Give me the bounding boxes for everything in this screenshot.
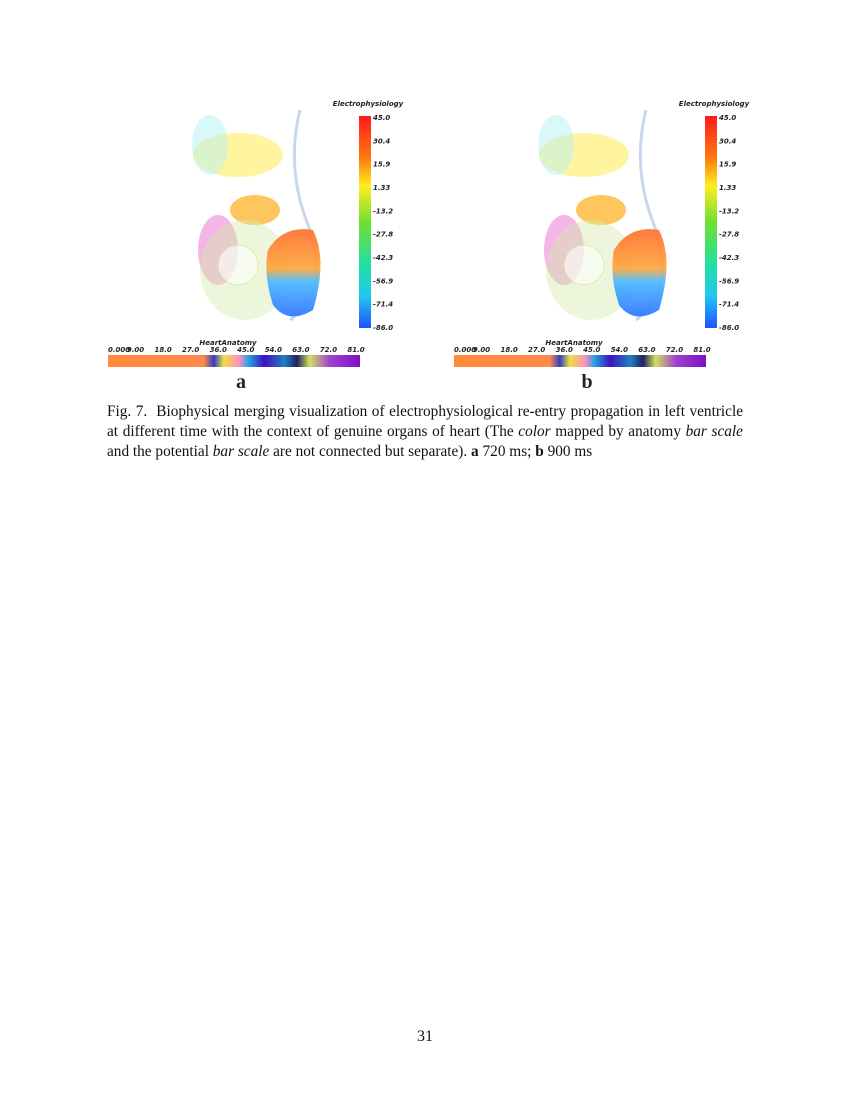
anatomy-tick-label: 18.0 xyxy=(154,346,171,354)
colorbar-tick-label: -86.0 xyxy=(373,324,393,332)
anatomy-tick-label: 9.00 xyxy=(127,346,144,354)
heart-shape xyxy=(563,244,605,286)
heart-shape xyxy=(612,229,667,317)
anatomy-tick-label: 45.0 xyxy=(583,346,600,354)
anatomy-tick-label: 54.0 xyxy=(265,346,282,354)
caption-text: bar scale xyxy=(212,443,270,460)
colorbar-tick-label: -42.3 xyxy=(719,254,739,262)
anatomy-tick-label: 72.0 xyxy=(320,346,337,354)
anatomy-tick-label: 81.0 xyxy=(693,346,710,354)
page-number: 31 xyxy=(417,1028,433,1045)
anatomy-tick-label: 36.0 xyxy=(210,346,227,354)
colorbar-tick-label: 15.9 xyxy=(719,161,736,169)
colorbar-tick-label: 1.33 xyxy=(373,184,390,192)
anatomy-tick-label: 0.000 xyxy=(454,346,476,354)
colorbar-tick-label: -27.8 xyxy=(373,231,393,239)
colorbar-tick-label: 1.33 xyxy=(719,184,736,192)
caption-text: are not connected but separate). xyxy=(269,443,472,460)
colorbar-tick-label: 30.4 xyxy=(719,137,736,145)
heart-shape xyxy=(576,195,626,225)
caption-text: 900 ms xyxy=(543,443,593,460)
anatomy-tick-label: 18.0 xyxy=(500,346,517,354)
colorbar-tick-label: -56.9 xyxy=(719,277,739,285)
anatomy-title: HeartAnatomy xyxy=(545,339,603,347)
caption-text: mapped by anatomy xyxy=(550,423,686,440)
colorbar-tick-label: -13.2 xyxy=(719,207,739,215)
colorbar-tick-label: -27.8 xyxy=(719,231,739,239)
panel: Electrophysiology 45.0 30.4 15.9 1.33 -13.2 -2… xyxy=(108,100,404,393)
heart-shape xyxy=(538,115,574,175)
heart-shape xyxy=(217,244,259,286)
anatomy-tick-label: 63.0 xyxy=(638,346,655,354)
anatomy-tick-label: 36.0 xyxy=(556,346,573,354)
colorbar-tick-label: -42.3 xyxy=(373,254,393,262)
panel-label: a xyxy=(236,371,246,393)
heart-shape xyxy=(539,133,629,177)
anatomy-tick-label: 9.00 xyxy=(473,346,490,354)
caption-text: bar scale xyxy=(685,423,743,440)
colorbar-tick-label: -71.4 xyxy=(719,301,739,309)
colorbar-title: Electrophysiology xyxy=(679,100,750,108)
anatomy-tick-label: 63.0 xyxy=(292,346,309,354)
colorbar-tick-label: -13.2 xyxy=(373,207,393,215)
colorbar-tick-label: 45.0 xyxy=(719,114,736,122)
caption-text: a xyxy=(471,443,479,460)
heart-shape xyxy=(192,115,228,175)
colorbar-tick-label: 45.0 xyxy=(373,114,390,122)
heart-render xyxy=(538,109,667,322)
caption-text: and the potential xyxy=(107,423,747,460)
anatomy-title: HeartAnatomy xyxy=(199,339,257,347)
caption-text: 720 ms; xyxy=(478,443,536,460)
heart-shape xyxy=(230,195,280,225)
colorbar-tick-label: 30.4 xyxy=(373,137,390,145)
colorbar xyxy=(705,116,717,328)
colorbar-tick-label: -86.0 xyxy=(719,324,739,332)
anatomy-tick-label: 81.0 xyxy=(347,346,364,354)
heart-shape xyxy=(266,229,321,317)
figure-caption: Fig. 7. Biophysical merging visualizatio… xyxy=(107,402,743,462)
anatomy-tick-label: 0.000 xyxy=(108,346,130,354)
colorbar-tick-label: -56.9 xyxy=(373,277,393,285)
heart-shape xyxy=(193,133,283,177)
anatomy-bar xyxy=(454,355,706,367)
anatomy-tick-label: 27.0 xyxy=(182,346,199,354)
heart-render xyxy=(192,109,321,322)
colorbar-tick-label: -71.4 xyxy=(373,301,393,309)
panel-label: b xyxy=(581,371,592,393)
colorbar-tick-label: 15.9 xyxy=(373,161,390,169)
colorbar-title: Electrophysiology xyxy=(333,100,404,108)
caption-text: Fig. 7. Biophysical merging visualizatio… xyxy=(107,403,747,440)
caption-text: b xyxy=(535,443,544,460)
anatomy-tick-label: 54.0 xyxy=(611,346,628,354)
anatomy-tick-label: 45.0 xyxy=(237,346,254,354)
panel: Electrophysiology 45.0 30.4 15.9 1.33 -13.2 -2… xyxy=(454,100,750,393)
anatomy-bar xyxy=(108,355,360,367)
anatomy-tick-label: 27.0 xyxy=(528,346,545,354)
colorbar xyxy=(359,116,371,328)
caption-text: color xyxy=(518,423,551,440)
anatomy-tick-label: 72.0 xyxy=(666,346,683,354)
